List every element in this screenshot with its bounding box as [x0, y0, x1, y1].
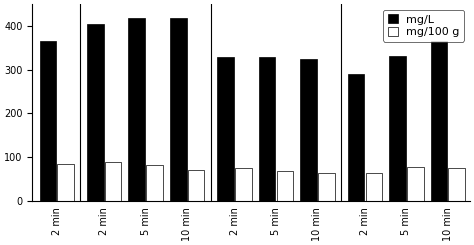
Bar — [348, 74, 365, 201]
Bar — [105, 162, 121, 201]
Bar — [318, 173, 335, 201]
Bar — [188, 170, 204, 201]
Legend: mg/L, mg/100 g: mg/L, mg/100 g — [383, 10, 464, 42]
Bar — [431, 41, 447, 201]
Bar — [146, 165, 163, 201]
Bar — [217, 57, 234, 201]
Bar — [448, 168, 465, 201]
Bar — [170, 18, 186, 201]
Bar — [39, 41, 56, 201]
Bar — [301, 59, 317, 201]
Bar — [128, 18, 145, 201]
Bar — [389, 56, 406, 201]
Bar — [235, 168, 252, 201]
Bar — [365, 173, 382, 201]
Bar — [87, 24, 103, 201]
Bar — [57, 164, 74, 201]
Bar — [277, 171, 293, 201]
Bar — [407, 167, 424, 201]
Bar — [259, 57, 275, 201]
